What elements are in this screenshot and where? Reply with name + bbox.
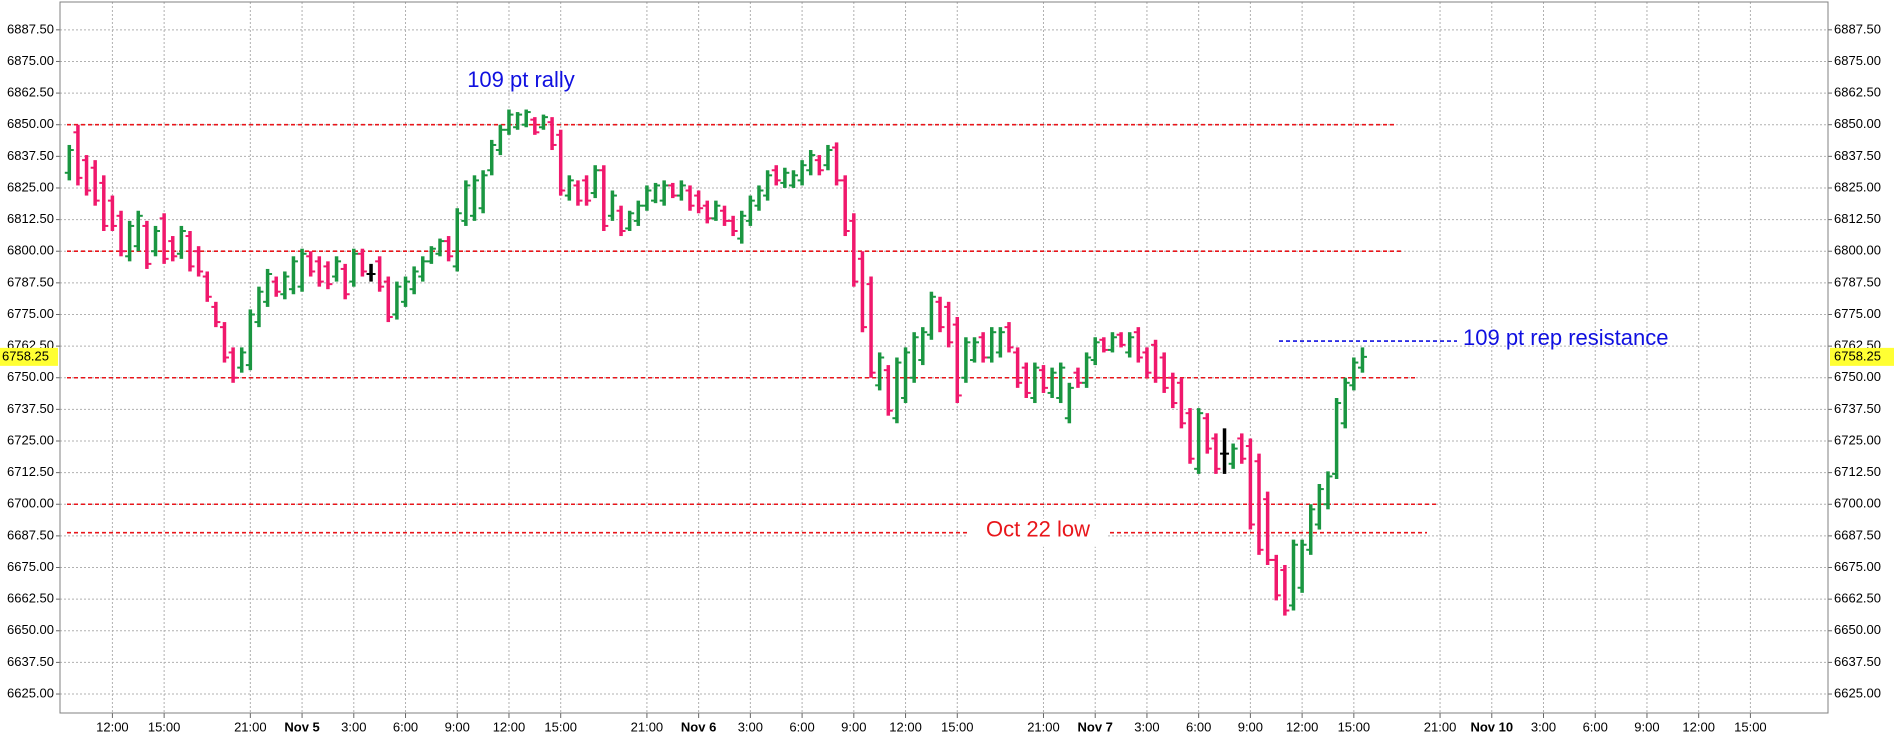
x-tick-label: 9:00	[841, 719, 866, 734]
x-tick-label: 9:00	[1238, 719, 1263, 734]
x-tick-label: 6:00	[1583, 719, 1608, 734]
y-tick-label-right: 6712.50	[1834, 464, 1881, 479]
price-badge	[0, 347, 58, 366]
y-tick-label: 6700.00	[7, 496, 54, 511]
y-tick-label: 6737.50	[7, 401, 54, 416]
y-tick-label-right: 6637.50	[1834, 654, 1881, 669]
y-tick-label-right: 6737.50	[1834, 401, 1881, 416]
x-tick-label: 6:00	[1186, 719, 1211, 734]
x-tick-label: 9:00	[1634, 719, 1659, 734]
x-tick-label: 21:00	[1424, 719, 1457, 734]
y-tick-label: 6675.00	[7, 559, 54, 574]
label-bg	[968, 518, 1108, 547]
y-tick-label: 6825.00	[7, 179, 54, 194]
x-tick-label: 3:00	[738, 719, 763, 734]
x-tick-label: 3:00	[341, 719, 366, 734]
y-tick-label-right: 6775.00	[1834, 306, 1881, 321]
price-badge	[1830, 347, 1894, 366]
y-tick-label-right: 6887.50	[1834, 21, 1881, 36]
x-tick-label: 6:00	[393, 719, 418, 734]
y-tick-label-right: 6825.00	[1834, 179, 1881, 194]
x-tick-label: 3:00	[1531, 719, 1556, 734]
x-tick-label: 21:00	[631, 719, 664, 734]
y-tick-label-right: 6675.00	[1834, 559, 1881, 574]
x-tick-label: 15:00	[148, 719, 181, 734]
x-tick-label: 21:00	[1027, 719, 1060, 734]
x-tick-label: 3:00	[1134, 719, 1159, 734]
x-tick-label: 12:00	[1682, 719, 1715, 734]
y-tick-label: 6787.50	[7, 274, 54, 289]
y-tick-label-right: 6687.50	[1834, 527, 1881, 542]
x-tick-label: 15:00	[544, 719, 577, 734]
y-tick-label-right: 6625.00	[1834, 685, 1881, 700]
y-tick-label: 6725.00	[7, 432, 54, 447]
y-tick-label-right: 6725.00	[1834, 432, 1881, 447]
y-tick-label: 6687.50	[7, 527, 54, 542]
y-tick-label: 6875.00	[7, 53, 54, 68]
y-tick-label: 6662.50	[7, 591, 54, 606]
y-tick-label-right: 6875.00	[1834, 53, 1881, 68]
y-tick-label: 6637.50	[7, 654, 54, 669]
y-tick-label: 6837.50	[7, 148, 54, 163]
x-tick-label: 6:00	[789, 719, 814, 734]
level-label: Oct 22 low	[986, 517, 1090, 542]
y-tick-label-right: 6750.00	[1834, 369, 1881, 384]
x-tick-label: 21:00	[234, 719, 267, 734]
y-tick-label: 6750.00	[7, 369, 54, 384]
x-tick-label: Nov 6	[681, 719, 716, 734]
x-tick-label: 12:00	[1286, 719, 1319, 734]
x-tick-label: 15:00	[1734, 719, 1767, 734]
y-tick-label-right: 6700.00	[1834, 496, 1881, 511]
y-tick-label: 6625.00	[7, 685, 54, 700]
y-tick-label-right: 6787.50	[1834, 274, 1881, 289]
y-tick-label: 6800.00	[7, 243, 54, 258]
y-tick-label: 6850.00	[7, 116, 54, 131]
y-tick-label: 6887.50	[7, 21, 54, 36]
x-tick-label: Nov 10	[1470, 719, 1513, 734]
y-tick-label-right: 6850.00	[1834, 116, 1881, 131]
x-tick-label: 12:00	[96, 719, 129, 734]
y-tick-label: 6775.00	[7, 306, 54, 321]
y-tick-label-right: 6862.50	[1834, 85, 1881, 100]
x-tick-label: Nov 5	[284, 719, 319, 734]
y-tick-label-right: 6800.00	[1834, 243, 1881, 258]
level-label: 109 pt rep resistance	[1463, 325, 1668, 350]
x-tick-label: 12:00	[493, 719, 526, 734]
y-tick-label-right: 6662.50	[1834, 591, 1881, 606]
y-tick-label: 6812.50	[7, 211, 54, 226]
y-tick-label: 6650.00	[7, 622, 54, 637]
x-tick-label: 9:00	[445, 719, 470, 734]
price-badge-label: 6758.25	[1834, 348, 1881, 363]
y-tick-label: 6862.50	[7, 85, 54, 100]
x-tick-label: 15:00	[941, 719, 974, 734]
x-tick-label: 15:00	[1338, 719, 1371, 734]
price-badge-label: 6758.25	[2, 348, 49, 363]
y-tick-label-right: 6650.00	[1834, 622, 1881, 637]
y-tick-label-right: 6837.50	[1834, 148, 1881, 163]
annotation: 109 pt rally	[467, 67, 575, 92]
y-tick-label: 6712.50	[7, 464, 54, 479]
y-tick-label-right: 6812.50	[1834, 211, 1881, 226]
x-tick-label: Nov 7	[1078, 719, 1113, 734]
plot-frame	[59, 1, 1829, 714]
x-tick-label: 12:00	[889, 719, 922, 734]
